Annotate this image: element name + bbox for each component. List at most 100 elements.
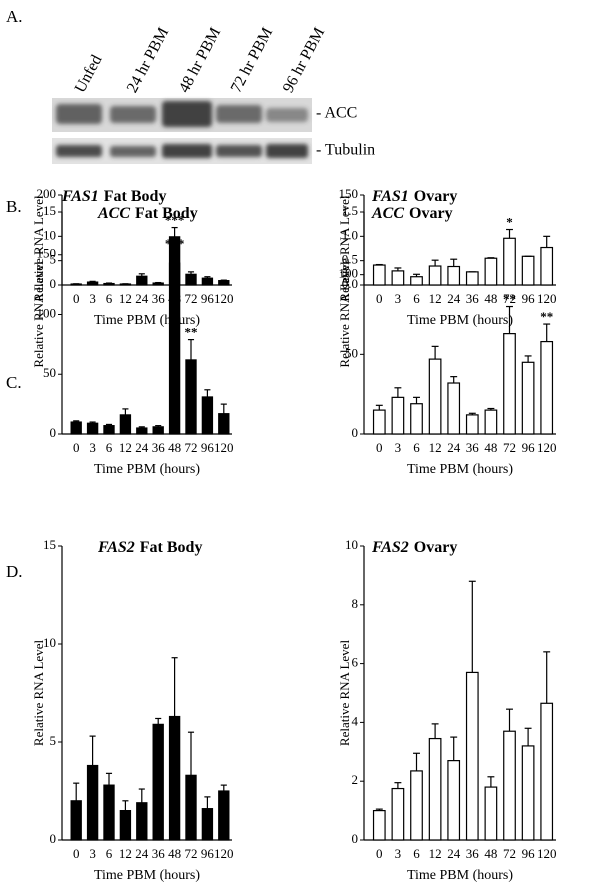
- lane-label: Unfed: [72, 52, 106, 95]
- y-tick-label: 1.5: [342, 203, 358, 218]
- x-tick-label: 120: [537, 291, 557, 306]
- x-tick-label: 72: [503, 291, 516, 306]
- x-tick-label: 120: [537, 846, 557, 861]
- error-bar: [524, 355, 532, 363]
- y-axis-label: Relative RNA Level: [31, 195, 46, 302]
- title-gene: ACC: [97, 205, 130, 222]
- error-bar: [220, 784, 227, 791]
- bar: [484, 786, 498, 841]
- bar: [168, 715, 181, 841]
- y-tick-label: 4: [352, 713, 359, 728]
- x-tick-label: 36: [152, 846, 166, 861]
- error-bar: [155, 717, 162, 725]
- chart-title: ACC Ovary: [371, 205, 453, 222]
- bar: [503, 730, 516, 841]
- error-bar: [187, 271, 195, 275]
- error-bar: [506, 228, 513, 239]
- y-tick-label: 15: [43, 537, 56, 552]
- x-tick-label: 6: [106, 846, 113, 861]
- error-bar: [171, 226, 178, 237]
- x-tick-label: 120: [214, 846, 234, 861]
- x-axis-label: Time PBM (hours): [407, 462, 513, 477]
- error-bar: [138, 426, 145, 429]
- y-tick-label: 0: [352, 425, 359, 440]
- bar: [391, 270, 405, 286]
- bar: [410, 403, 423, 435]
- error-bar: [187, 338, 195, 360]
- x-tick-label: 36: [466, 846, 480, 861]
- error-bar: [394, 782, 402, 789]
- error-bar: [171, 657, 178, 717]
- error-bar: [220, 403, 227, 414]
- band-label: - Tubulin: [316, 142, 375, 159]
- error-bar: [73, 420, 80, 423]
- x-tick-label: 72: [185, 440, 198, 455]
- significance: **: [540, 309, 553, 324]
- lane-label: 24 hr PBM: [124, 25, 172, 96]
- significance: ***: [165, 213, 185, 228]
- y-tick-label: 150: [37, 246, 57, 261]
- x-tick-label: 0: [73, 440, 80, 455]
- bar: [136, 802, 148, 841]
- x-tick-label: 0: [73, 846, 80, 861]
- bar: [70, 800, 82, 841]
- bar: [218, 413, 230, 435]
- error-bar: [394, 267, 402, 271]
- bar: [218, 790, 230, 841]
- bar: [372, 409, 386, 435]
- x-tick-label: 3: [89, 846, 96, 861]
- bar: [103, 425, 115, 435]
- error-bar: [204, 276, 211, 279]
- x-tick-label: 96: [522, 291, 536, 306]
- bar: [185, 273, 197, 286]
- panel-label: D.: [6, 562, 23, 581]
- x-tick-label: 120: [537, 440, 557, 455]
- error-bar: [487, 776, 495, 788]
- bar: [70, 421, 82, 435]
- error-bar: [468, 580, 476, 673]
- bar: [410, 276, 423, 286]
- bar: [201, 808, 214, 841]
- x-tick-label: 24: [135, 846, 149, 861]
- bar: [136, 427, 148, 435]
- y-tick-label: 200: [37, 186, 57, 201]
- x-tick-label: 12: [119, 846, 132, 861]
- x-tick-label: 72: [503, 846, 516, 861]
- error-bar: [204, 796, 211, 809]
- y-tick-label: 8: [352, 596, 359, 611]
- bar: [447, 265, 461, 286]
- x-tick-label: 96: [201, 846, 215, 861]
- x-axis-label: Time PBM (hours): [407, 868, 513, 883]
- error-bar: [431, 723, 439, 739]
- bar: [218, 280, 230, 286]
- chart: 0 5 10 15 Relative RNA Level Time PBM (hours)…: [31, 537, 234, 883]
- error-bar: [155, 425, 162, 427]
- title-text: Fat Body: [135, 205, 198, 222]
- y-tick-label: 0: [50, 425, 57, 440]
- panel-label: A.: [6, 7, 23, 26]
- x-tick-label: 3: [395, 846, 402, 861]
- y-tick-label: 15: [43, 203, 56, 218]
- bar: [484, 409, 498, 435]
- x-tick-label: 72: [185, 291, 198, 306]
- x-tick-label: 24: [135, 291, 149, 306]
- error-bar: [431, 345, 439, 360]
- chart-title: FAS2 Ovary: [371, 539, 457, 556]
- y-tick-label: 5: [50, 733, 57, 748]
- error-bar: [204, 389, 211, 397]
- bar: [410, 770, 423, 841]
- lane-label: 72 hr PBM: [228, 25, 276, 96]
- x-tick-label: 24: [135, 440, 149, 455]
- chart-title: FAS1 Ovary: [371, 188, 457, 205]
- error-bar: [171, 250, 178, 264]
- error-bar: [543, 651, 551, 704]
- bar: [503, 333, 516, 435]
- chart-title: ACC Fat Body: [97, 205, 198, 222]
- bar: [521, 745, 535, 841]
- bar: [103, 282, 115, 286]
- error-bar: [543, 323, 551, 342]
- error-bar: [413, 273, 420, 277]
- x-tick-label: 6: [106, 291, 113, 306]
